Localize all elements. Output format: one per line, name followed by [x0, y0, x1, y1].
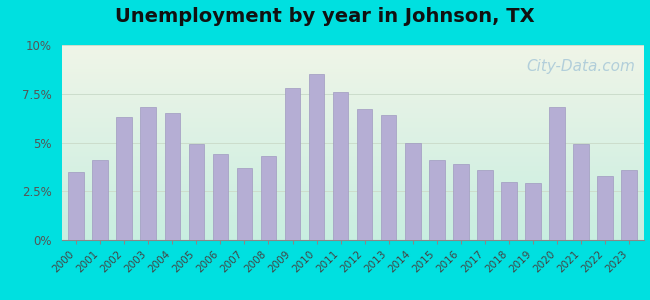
- Bar: [92, 160, 108, 240]
- Bar: [573, 144, 589, 240]
- Text: City-Data.com: City-Data.com: [526, 58, 635, 74]
- Bar: [164, 113, 180, 240]
- Bar: [213, 154, 228, 240]
- Bar: [621, 170, 637, 240]
- Bar: [549, 107, 565, 240]
- Bar: [501, 182, 517, 240]
- Bar: [116, 117, 132, 240]
- Bar: [261, 156, 276, 240]
- Bar: [405, 142, 421, 240]
- Bar: [525, 183, 541, 240]
- Bar: [429, 160, 445, 240]
- Bar: [357, 109, 372, 240]
- Bar: [188, 144, 204, 240]
- Bar: [68, 172, 84, 240]
- Bar: [453, 164, 469, 240]
- Bar: [381, 115, 396, 240]
- Text: Unemployment by year in Johnson, TX: Unemployment by year in Johnson, TX: [115, 8, 535, 26]
- Bar: [597, 176, 613, 240]
- Bar: [333, 92, 348, 240]
- Bar: [140, 107, 156, 240]
- Bar: [285, 88, 300, 240]
- Bar: [477, 170, 493, 240]
- Bar: [237, 168, 252, 240]
- Bar: [309, 74, 324, 240]
